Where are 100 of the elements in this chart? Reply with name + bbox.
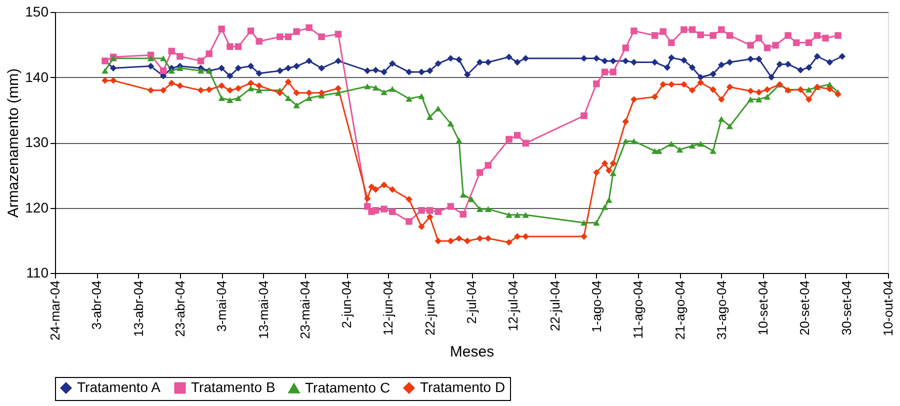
point [838, 53, 846, 60]
point [110, 64, 117, 72]
point [380, 206, 388, 212]
point [306, 58, 312, 64]
point [276, 67, 284, 74]
y-tick-label: 110 [26, 264, 49, 280]
point [206, 50, 212, 58]
x-tick-label: 23-mai-04 [297, 280, 312, 340]
point [664, 64, 671, 71]
point [256, 70, 262, 77]
point [826, 58, 834, 66]
point [234, 64, 242, 72]
point [668, 54, 675, 62]
point [718, 62, 725, 68]
point [226, 43, 234, 50]
x-tick-label: 3-mai-04 [214, 280, 230, 332]
point [630, 28, 638, 34]
point [784, 60, 792, 68]
point [234, 43, 242, 50]
point [284, 64, 292, 72]
point [197, 58, 204, 64]
point [580, 54, 588, 62]
point [797, 66, 804, 74]
point [389, 60, 396, 67]
x-tick-label: 13-mai-04 [256, 280, 271, 340]
point [389, 208, 396, 216]
point [418, 207, 425, 214]
point [476, 169, 484, 176]
point [697, 74, 704, 81]
point [147, 62, 154, 70]
point [334, 58, 342, 64]
point [680, 56, 688, 64]
x-axis-title: Meses [450, 343, 494, 360]
legend-label: Tratamento D [420, 379, 506, 395]
point [726, 32, 734, 39]
point [593, 54, 600, 62]
point [218, 26, 225, 32]
point [460, 210, 467, 218]
point [434, 60, 442, 67]
point [610, 58, 616, 64]
point [688, 26, 696, 33]
point [256, 38, 262, 45]
point [726, 58, 734, 66]
point [793, 39, 800, 46]
point [476, 58, 484, 66]
point [418, 68, 425, 76]
point [318, 64, 325, 72]
point [464, 71, 471, 78]
point [318, 33, 325, 40]
x-tick-label: 22-jul-04 [547, 280, 562, 332]
y-tick-label: 120 [25, 199, 49, 216]
point [364, 67, 371, 74]
point [334, 30, 342, 38]
x-tick-label: 20-set-04 [797, 280, 812, 336]
point [610, 68, 616, 76]
point [680, 26, 688, 33]
point [218, 64, 225, 72]
point [514, 132, 521, 139]
point [814, 32, 821, 39]
point [784, 32, 792, 39]
point [406, 68, 412, 76]
point [364, 203, 371, 210]
x-tick-label: 3-abr-04 [89, 280, 104, 330]
point [456, 56, 462, 63]
point [514, 58, 521, 66]
point [226, 72, 234, 80]
y-tick-label: 130 [25, 134, 49, 150]
point [372, 66, 380, 74]
x-tick-label: 1-ago-04 [588, 280, 604, 333]
x-tick-label: 23-abr-04 [172, 280, 188, 337]
point [710, 32, 716, 39]
point [747, 42, 754, 49]
point [806, 39, 812, 46]
point [160, 67, 167, 74]
point [834, 32, 842, 39]
point [756, 56, 762, 62]
x-tick-label: 21-ago-04 [672, 280, 688, 340]
x-tick-label: 11-ago-04 [630, 280, 646, 339]
point [176, 53, 184, 60]
point [651, 32, 658, 39]
x-tick-label: 24-mar-04 [48, 280, 62, 340]
point [764, 44, 771, 52]
point [434, 208, 442, 216]
point [293, 62, 300, 70]
x-tick-label: 10-out-04 [880, 280, 896, 336]
point [484, 162, 492, 169]
x-tick-label: 31-ago-04 [714, 280, 729, 340]
x-tick-label: 13-abr-04 [130, 280, 146, 337]
point [622, 44, 629, 52]
point [688, 64, 696, 71]
point [622, 58, 629, 64]
point [814, 53, 821, 60]
point [651, 58, 658, 66]
point [406, 218, 412, 225]
point [522, 140, 529, 147]
point [601, 58, 608, 64]
point [380, 68, 388, 76]
point [426, 67, 434, 74]
point [506, 54, 512, 60]
point [168, 48, 175, 55]
